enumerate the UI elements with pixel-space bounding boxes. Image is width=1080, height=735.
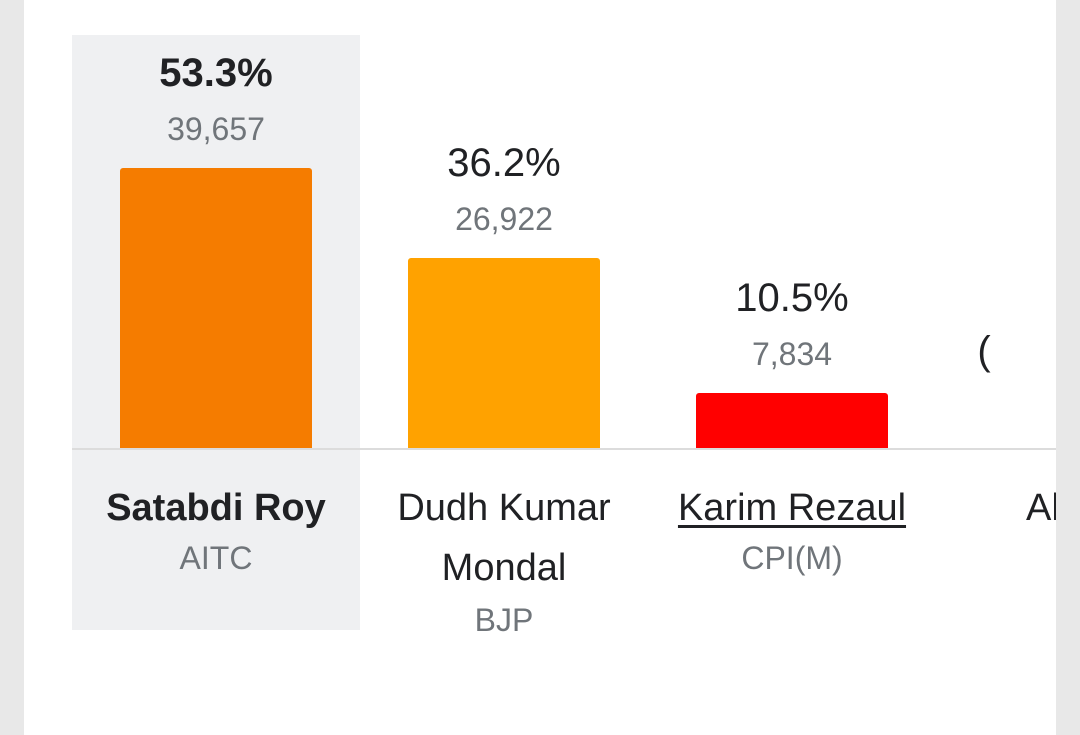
candidate-name: AhFa xyxy=(1026,487,1056,589)
percent-label: 36.2% xyxy=(447,141,561,185)
bar xyxy=(408,258,600,448)
votes-label: 26,922 xyxy=(455,201,553,237)
percent-label: ( xyxy=(977,329,991,373)
candidate-name: Dudh Kumar Mondal xyxy=(397,487,611,589)
chart-baseline xyxy=(72,448,1056,450)
results-card: 39,657 53.3% Satabdi Roy AITC 26,922 36.2% Dud… xyxy=(24,0,1056,735)
candidate-column[interactable]: 39,657 53.3% Satabdi Roy AITC xyxy=(72,0,360,735)
party-label: BJP xyxy=(474,602,534,638)
percent-label: 53.3% xyxy=(159,51,273,95)
candidate-name-link[interactable]: Karim Rezaul xyxy=(677,487,907,529)
party-label: AITC xyxy=(179,540,253,576)
votes-label: 7,834 xyxy=(751,336,833,372)
bar xyxy=(696,393,888,448)
candidate-name: Satabdi Roy xyxy=(106,487,326,529)
candidate-column: (AhFaR xyxy=(936,0,1056,735)
candidate-column: 26,922 36.2% Dudh Kumar Mondal BJP xyxy=(360,0,648,735)
votes-label: 39,657 xyxy=(167,111,265,147)
bar xyxy=(120,168,312,448)
percent-label: 10.5% xyxy=(735,276,849,320)
party-label: CPI(M) xyxy=(741,540,843,576)
party-label: R xyxy=(888,600,1056,640)
candidate-column[interactable]: 7,834 10.5% Karim Rezaul CPI(M) xyxy=(648,0,936,735)
